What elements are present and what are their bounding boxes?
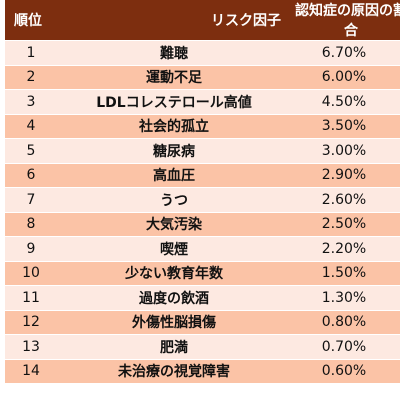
ratio-cell: 1.30% [291,285,400,311]
table-row: 4 社会的孤立 3.50% [5,114,400,139]
header-rank: 順位 [5,0,57,41]
ratio-cell: 1.50% [291,261,400,286]
table-row: 14 未治療の視覚障害 0.60% [5,359,400,384]
risk-factor-cell: 糖尿病 [57,138,291,164]
table-row: 6 高血圧 2.90% [5,163,400,188]
rank-cell: 10 [5,261,57,286]
rank-cell: 13 [5,334,57,360]
rank-cell: 14 [5,359,57,384]
risk-factor-cell: 少ない教育年数 [57,261,291,286]
table-row: 1 難聴 6.70% [5,40,400,66]
risk-factor-cell: 外傷性脳損傷 [57,310,291,335]
risk-factor-cell: 未治療の視覚障害 [57,359,291,384]
header-dementia-ratio: 認知症の原因の割合 [291,0,400,41]
rank-cell: 11 [5,285,57,311]
risk-factor-table: 順位 リスク因子 認知症の原因の割合 1 難聴 6.70% 2 運動不足 6.00% 3 LD… [5,0,400,384]
ratio-cell: 6.70% [291,40,400,66]
ratio-cell: 2.50% [291,212,400,237]
rank-cell: 9 [5,236,57,262]
rank-cell: 1 [5,40,57,66]
ratio-cell: 2.60% [291,187,400,213]
risk-factor-cell: 喫煙 [57,236,291,262]
rank-cell: 12 [5,310,57,335]
rank-cell: 4 [5,114,57,139]
ratio-cell: 0.70% [291,334,400,360]
risk-factor-cell: 難聴 [57,40,291,66]
table-row: 5 糖尿病 3.00% [5,138,400,164]
risk-factor-cell: 大気汚染 [57,212,291,237]
header-risk-factor: リスク因子 [57,0,291,41]
ratio-cell: 3.00% [291,138,400,164]
table-row: 8 大気汚染 2.50% [5,212,400,237]
rank-cell: 6 [5,163,57,188]
ratio-cell: 6.00% [291,65,400,90]
risk-factor-cell: 肥満 [57,334,291,360]
ratio-cell: 3.50% [291,114,400,139]
table-row: 11 過度の飲酒 1.30% [5,285,400,311]
table-row: 2 運動不足 6.00% [5,65,400,90]
risk-factor-cell: 社会的孤立 [57,114,291,139]
ratio-cell: 4.50% [291,89,400,115]
table-row: 10 少ない教育年数 1.50% [5,261,400,286]
risk-factor-cell: 過度の飲酒 [57,285,291,311]
table-row: 9 喫煙 2.20% [5,236,400,262]
risk-factor-cell: うつ [57,187,291,213]
ratio-cell: 0.60% [291,359,400,384]
risk-factor-cell: 高血圧 [57,163,291,188]
risk-factor-cell: LDLコレステロール高値 [57,89,291,115]
ratio-cell: 2.20% [291,236,400,262]
rank-cell: 8 [5,212,57,237]
table-header-row: 順位 リスク因子 認知症の原因の割合 [5,0,400,41]
table-body: 1 難聴 6.70% 2 運動不足 6.00% 3 LDLコレステロール高値 4.50% 4 社会的… [5,40,400,384]
table-row: 7 うつ 2.60% [5,187,400,213]
rank-cell: 5 [5,138,57,164]
ratio-cell: 0.80% [291,310,400,335]
ratio-cell: 2.90% [291,163,400,188]
rank-cell: 2 [5,65,57,90]
table-row: 3 LDLコレステロール高値 4.50% [5,89,400,115]
risk-factor-cell: 運動不足 [57,65,291,90]
risk-factor-table-container: 順位 リスク因子 認知症の原因の割合 1 難聴 6.70% 2 運動不足 6.00% 3 LD… [5,0,400,400]
rank-cell: 7 [5,187,57,213]
table-row: 12 外傷性脳損傷 0.80% [5,310,400,335]
rank-cell: 3 [5,89,57,115]
table-row: 13 肥満 0.70% [5,334,400,360]
